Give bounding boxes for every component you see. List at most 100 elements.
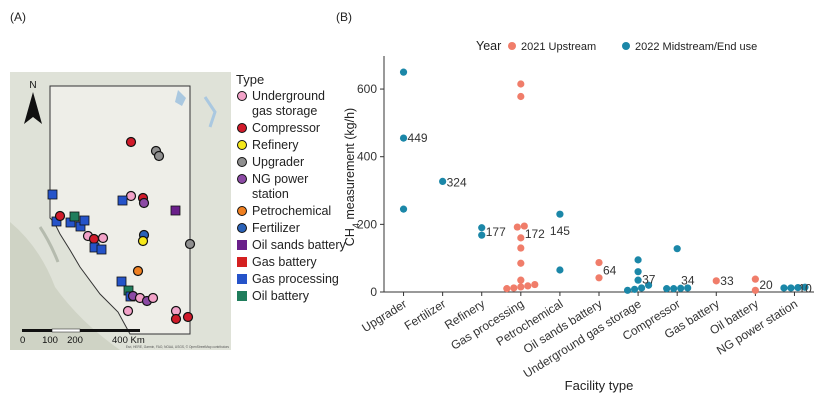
data-point <box>399 68 408 76</box>
data-point <box>644 281 653 289</box>
legend-items: Underground gas storage Compressor Refiner… <box>236 89 346 304</box>
count-label: 64 <box>603 263 617 277</box>
map-svg: N 0 100 200 400 Km Esri, HERE, Garmin, F… <box>10 72 231 350</box>
count-label: 37 <box>642 272 656 286</box>
count-label: 20 <box>759 278 773 292</box>
data-point <box>517 244 525 252</box>
data-point <box>595 274 603 282</box>
legend-swatch-circle-icon <box>237 223 247 233</box>
chart-legend-title: Year <box>476 39 501 53</box>
y-tick-label: 200 <box>357 217 377 231</box>
panel-label-a: (A) <box>10 10 26 24</box>
data-point <box>663 285 671 293</box>
data-point <box>801 283 809 291</box>
scale-label: 200 <box>67 335 83 346</box>
data-point <box>478 224 486 232</box>
data-point <box>510 284 518 292</box>
map-markers <box>47 136 196 325</box>
data-point <box>513 223 521 231</box>
legend-swatch-circle-icon <box>237 140 247 150</box>
data-point <box>517 259 525 267</box>
map-marker-upgrader <box>153 150 165 162</box>
scale-label: 0 <box>20 335 25 346</box>
legend-label: Gas battery <box>252 255 317 269</box>
legend-swatch-circle-icon <box>237 174 247 184</box>
map-marker-compressor <box>54 210 66 222</box>
data-point <box>556 210 564 218</box>
count-label: 33 <box>720 274 734 288</box>
legend-label: Fertilizer <box>252 221 300 235</box>
chart-legend-label: 2021 Upstream <box>521 41 596 53</box>
data-point <box>524 282 532 290</box>
legend-swatch-square-icon <box>237 240 247 250</box>
legend-label: Oil battery <box>252 289 309 303</box>
y-tick-label: 0 <box>370 285 377 299</box>
map-marker-underground-gas-storage <box>147 292 159 304</box>
data-point <box>637 284 646 292</box>
count-label: 10 <box>798 282 812 296</box>
legend-label: Underground gas storage <box>252 89 325 118</box>
count-label: 145 <box>550 224 570 238</box>
map-marker-gas-processing <box>79 215 90 226</box>
legend-swatch-circle-icon <box>237 91 247 101</box>
legend-title: Type <box>236 72 265 87</box>
map-marker-oil-battery <box>69 211 80 222</box>
map-marker-underground-gas-storage <box>122 305 134 317</box>
data-point <box>439 177 447 185</box>
legend-item: Fertilizer <box>236 221 346 236</box>
map-marker-underground-gas-storage <box>97 232 109 244</box>
map-marker-gas-processing <box>47 189 58 200</box>
map-marker-compressor <box>170 313 182 325</box>
map-marker-underground-gas-storage <box>125 190 137 202</box>
chart-legend-label: 2022 Midstream/End use <box>635 41 757 53</box>
data-point <box>517 283 525 291</box>
lake-shape <box>175 90 186 106</box>
map-marker-gas-processing <box>117 195 128 206</box>
data-point <box>520 222 528 230</box>
legend-label: Gas processing <box>252 272 339 286</box>
data-point <box>751 275 759 283</box>
legend-label: NG power station <box>252 172 309 201</box>
map-marker-compressor <box>88 233 100 245</box>
data-point <box>531 280 539 289</box>
y-axis-label: CH4 measurement (kg/h) <box>343 108 361 246</box>
data-point <box>751 286 759 294</box>
legend-swatch-square-icon <box>237 257 247 267</box>
data-point <box>630 285 639 293</box>
data-point <box>780 284 788 292</box>
legend-item: Upgrader <box>236 155 346 170</box>
legend-item: Oil battery <box>236 289 346 304</box>
legend-swatch-circle-icon <box>237 157 247 167</box>
data-point <box>712 277 720 285</box>
legend-item: NG power station <box>236 172 346 202</box>
legend-label: Refinery <box>252 138 299 152</box>
chart-legend-marker <box>508 42 516 50</box>
data-point <box>684 284 692 292</box>
data-point <box>399 205 408 213</box>
north-arrow: N <box>24 80 42 124</box>
data-point <box>670 285 678 293</box>
legend-swatch-square-icon <box>237 274 247 284</box>
legend-label: Petrochemical <box>252 204 332 218</box>
data-point <box>787 284 795 292</box>
data-point <box>794 284 802 292</box>
count-label: 324 <box>447 175 467 189</box>
legend-item: Gas battery <box>236 255 346 270</box>
data-point <box>634 256 642 264</box>
data-point <box>556 266 564 274</box>
legend-label: Compressor <box>252 121 321 135</box>
chart-legend-marker <box>622 42 630 50</box>
data-point <box>677 284 685 292</box>
mountain-ridge <box>38 226 60 263</box>
north-label: N <box>29 80 36 91</box>
legend-swatch-circle-icon <box>237 123 247 133</box>
map-legend: Type Underground gas storage Compressor Re… <box>236 72 346 306</box>
data-point <box>634 276 642 284</box>
count-label: 449 <box>408 131 428 145</box>
x-tick-label: Fertilizer <box>402 297 448 333</box>
map-panel: N 0 100 200 400 Km Esri, HERE, Garmin, F… <box>10 72 231 350</box>
data-point <box>517 234 525 242</box>
scatter-chart: 0 200 400 600 CH4 measurement (kg/h) Upgrader… <box>343 39 814 393</box>
map-marker-oil-sands-battery <box>170 205 181 216</box>
data-point <box>517 92 525 101</box>
